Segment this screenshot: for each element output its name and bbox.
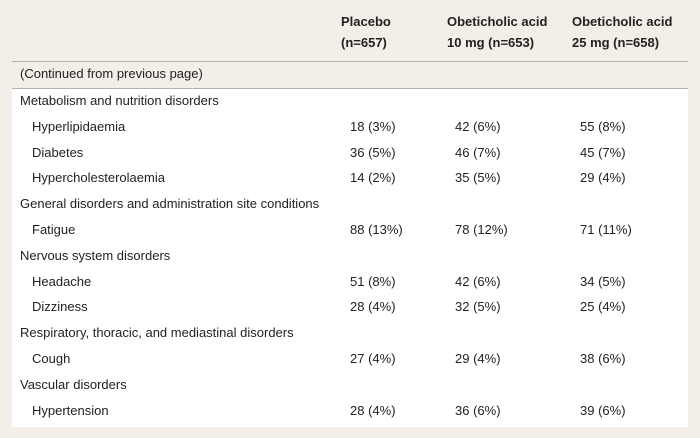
cell: 39 (6%)	[580, 402, 626, 418]
group-label: General disorders and administration sit…	[20, 196, 320, 212]
cell: 35 (5%)	[455, 170, 501, 186]
cell: 42 (6%)	[455, 273, 501, 289]
cell: 32 (5%)	[455, 299, 501, 315]
column-header: Obeticholic acid	[447, 14, 548, 29]
cell: 71 (11%)	[580, 222, 632, 237]
group-label: Vascular disorders	[20, 376, 127, 392]
cell: 88 (13%)	[350, 222, 403, 237]
column-header: 10 mg (n=653)	[447, 35, 535, 50]
cell: 51 (8%)	[350, 273, 396, 289]
cell: 14 (2%)	[350, 170, 396, 186]
row-label: Hyperlipidaemia	[32, 118, 126, 134]
column-header: Placebo	[341, 14, 391, 29]
row-label: Cough	[32, 351, 71, 366]
column-header: Obeticholic acid	[572, 14, 673, 29]
cell: 36 (5%)	[350, 144, 396, 160]
body-band	[12, 89, 688, 427]
cell: 45 (7%)	[580, 144, 626, 160]
column-header: 25 mg (n=658)	[572, 35, 660, 50]
row-label: Diabetes	[32, 144, 84, 160]
row-label: Hypercholesterolaemia	[32, 170, 165, 186]
group-label: Metabolism and nutrition disorders	[20, 93, 219, 108]
cell: 36 (6%)	[455, 402, 501, 418]
cell: 28 (4%)	[350, 402, 396, 418]
cell: 28 (4%)	[350, 299, 396, 315]
row-label: Headache	[32, 273, 92, 289]
cell: 34 (5%)	[580, 273, 626, 289]
cell: 29 (4%)	[580, 170, 626, 186]
cell: 25 (4%)	[580, 299, 626, 315]
cell: 42 (6%)	[455, 118, 501, 134]
group-label: Respiratory, thoracic, and mediastinal d…	[20, 325, 294, 341]
header-rule	[12, 61, 688, 62]
cell: 55 (8%)	[580, 118, 626, 134]
row-label: Hypertension	[32, 402, 109, 418]
group-label: Nervous system disorders	[20, 247, 171, 263]
row-label: Fatigue	[32, 222, 76, 237]
note-rule	[12, 88, 688, 89]
cell: 27 (4%)	[350, 351, 396, 366]
cell: 46 (7%)	[455, 144, 501, 160]
cell: 78 (12%)	[455, 222, 508, 237]
note: (Continued from previous page)	[20, 66, 203, 81]
cell: 18 (3%)	[350, 118, 396, 134]
cell: 38 (6%)	[580, 351, 626, 366]
cell: 29 (4%)	[455, 351, 501, 366]
row-label: Dizziness	[32, 299, 88, 315]
column-header: (n=657)	[341, 35, 387, 50]
